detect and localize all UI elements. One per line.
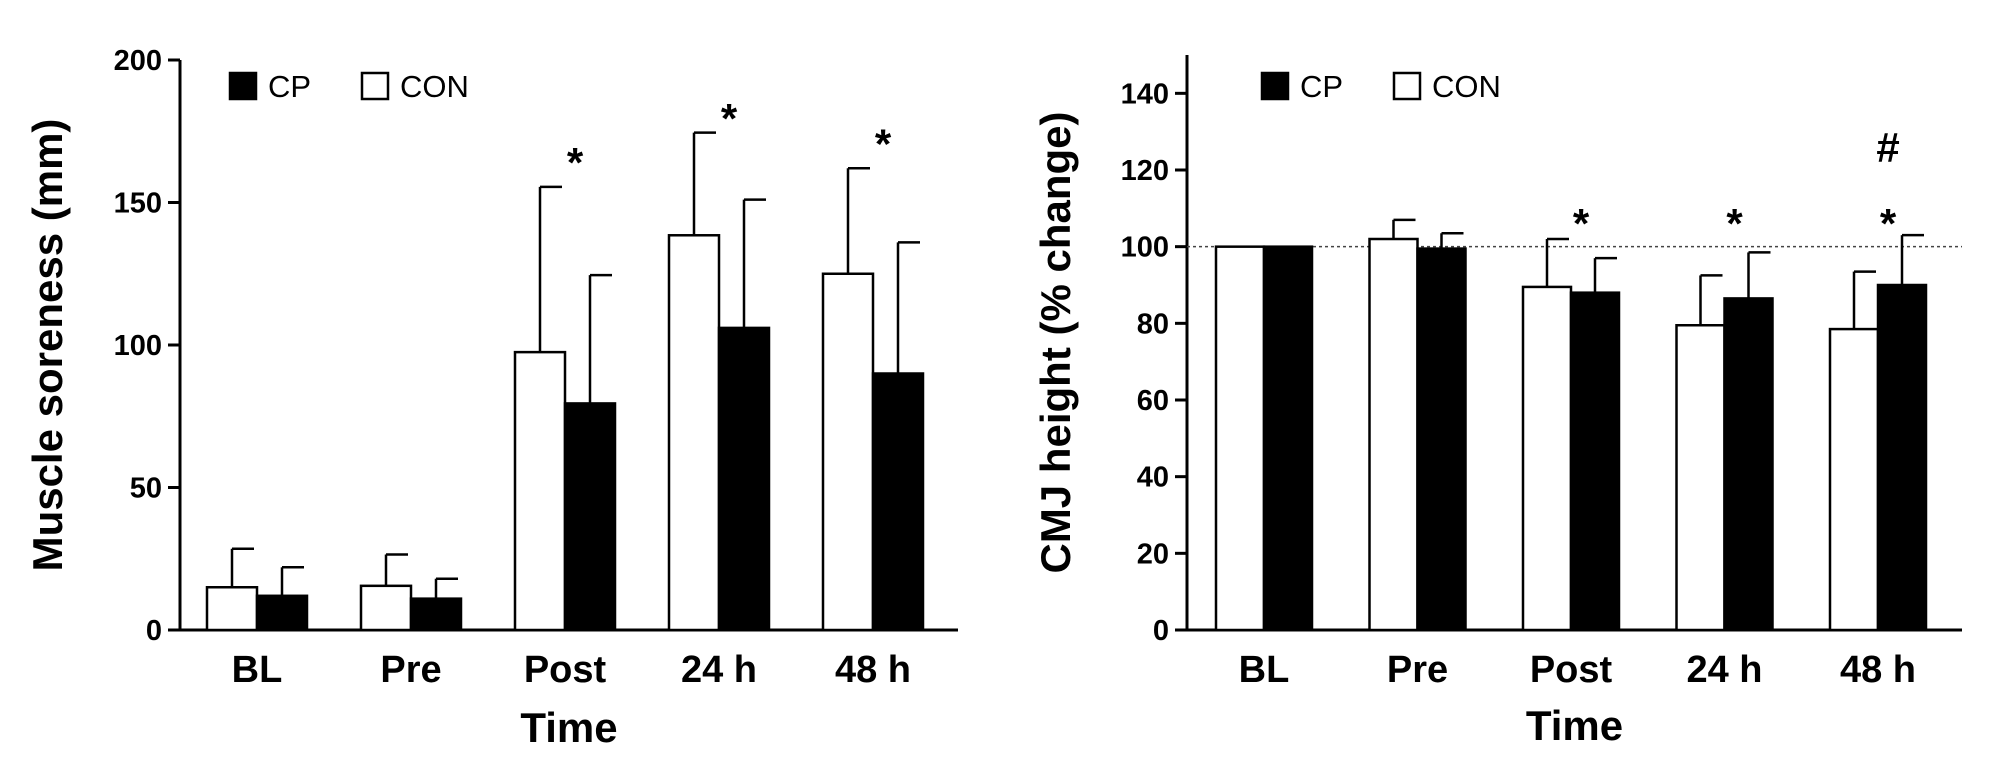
y-axis-title: CMJ height (% change) [1032, 111, 1079, 573]
bar-cp [563, 402, 617, 632]
legend-swatch-con [360, 71, 390, 101]
bar-con [513, 350, 567, 632]
y-tick-label: 150 [114, 188, 162, 220]
x-tick-label: Post [524, 649, 607, 691]
bar-cp [871, 372, 925, 632]
legend-swatch-cp [1260, 71, 1290, 101]
y-tick-label: 0 [146, 615, 162, 647]
significance-star: * [875, 120, 892, 167]
x-tick-label: 48 h [1840, 649, 1916, 691]
x-tick-label: 24 h [1686, 649, 1762, 691]
significance-star: * [1880, 200, 1897, 247]
bar-con [1828, 327, 1880, 632]
legend-label-cp: CP [1300, 69, 1343, 104]
legend-swatch-cp [228, 71, 258, 101]
x-tick-label: BL [232, 649, 283, 691]
bar-cp [409, 597, 463, 632]
legend-swatch-con [1392, 71, 1422, 101]
y-tick-label: 40 [1137, 462, 1169, 494]
y-axis-title: Muscle soreness (mm) [24, 119, 71, 572]
bar-con [1675, 324, 1726, 632]
legend-label-con: CON [1432, 69, 1501, 104]
bar-con [1214, 245, 1266, 632]
y-tick-label: 100 [114, 330, 162, 362]
x-tick-label: 48 h [835, 649, 911, 691]
bar-cp [717, 326, 771, 632]
bar-con [205, 586, 259, 632]
y-tick-label: 60 [1137, 385, 1169, 417]
soreness-panel: 0 50 100 150 200 BL Pre Post 24 h 48 h * * * CP CON Mus… [24, 45, 958, 751]
bar-cp [1569, 291, 1621, 632]
bar-cp [1876, 283, 1928, 632]
bar-con [359, 584, 413, 632]
y-tick-label: 50 [130, 473, 162, 505]
x-axis-title: Time [1526, 702, 1623, 749]
bar-con [821, 272, 875, 632]
bar-cp [1416, 247, 1467, 632]
bar-cp [255, 594, 309, 632]
bar-con [1521, 285, 1573, 632]
y-tick-label: 200 [114, 45, 162, 77]
x-tick-label: Pre [380, 649, 441, 691]
x-tick-label: 24 h [681, 649, 757, 691]
x-tick-label: Pre [1387, 649, 1448, 691]
hash-annotation: # [1876, 124, 1899, 171]
x-tick-label: Post [1530, 649, 1613, 691]
x-axis-title: Time [520, 704, 617, 751]
y-tick-label: 0 [1153, 615, 1169, 647]
significance-star: * [721, 95, 738, 142]
bar-cp [1723, 297, 1774, 632]
y-tick-label: 140 [1121, 78, 1169, 110]
bar-con [1368, 237, 1419, 632]
y-tick-label: 100 [1121, 232, 1169, 264]
y-tick-label: 120 [1121, 155, 1169, 187]
significance-star: * [1573, 200, 1590, 247]
y-tick-label: 20 [1137, 538, 1169, 570]
cmj-panel: 0 20 40 60 80 100 120 140 BL Pre Post 24 h 48 h * * * # C… [1032, 55, 1962, 749]
bar-con [667, 234, 721, 632]
bar-cp [1262, 245, 1314, 632]
significance-star: * [1726, 200, 1743, 247]
y-tick-label: 80 [1137, 308, 1169, 340]
significance-star: * [567, 139, 584, 186]
legend-label-con: CON [400, 69, 469, 104]
legend-label-cp: CP [268, 69, 311, 104]
x-tick-label: BL [1239, 649, 1290, 691]
